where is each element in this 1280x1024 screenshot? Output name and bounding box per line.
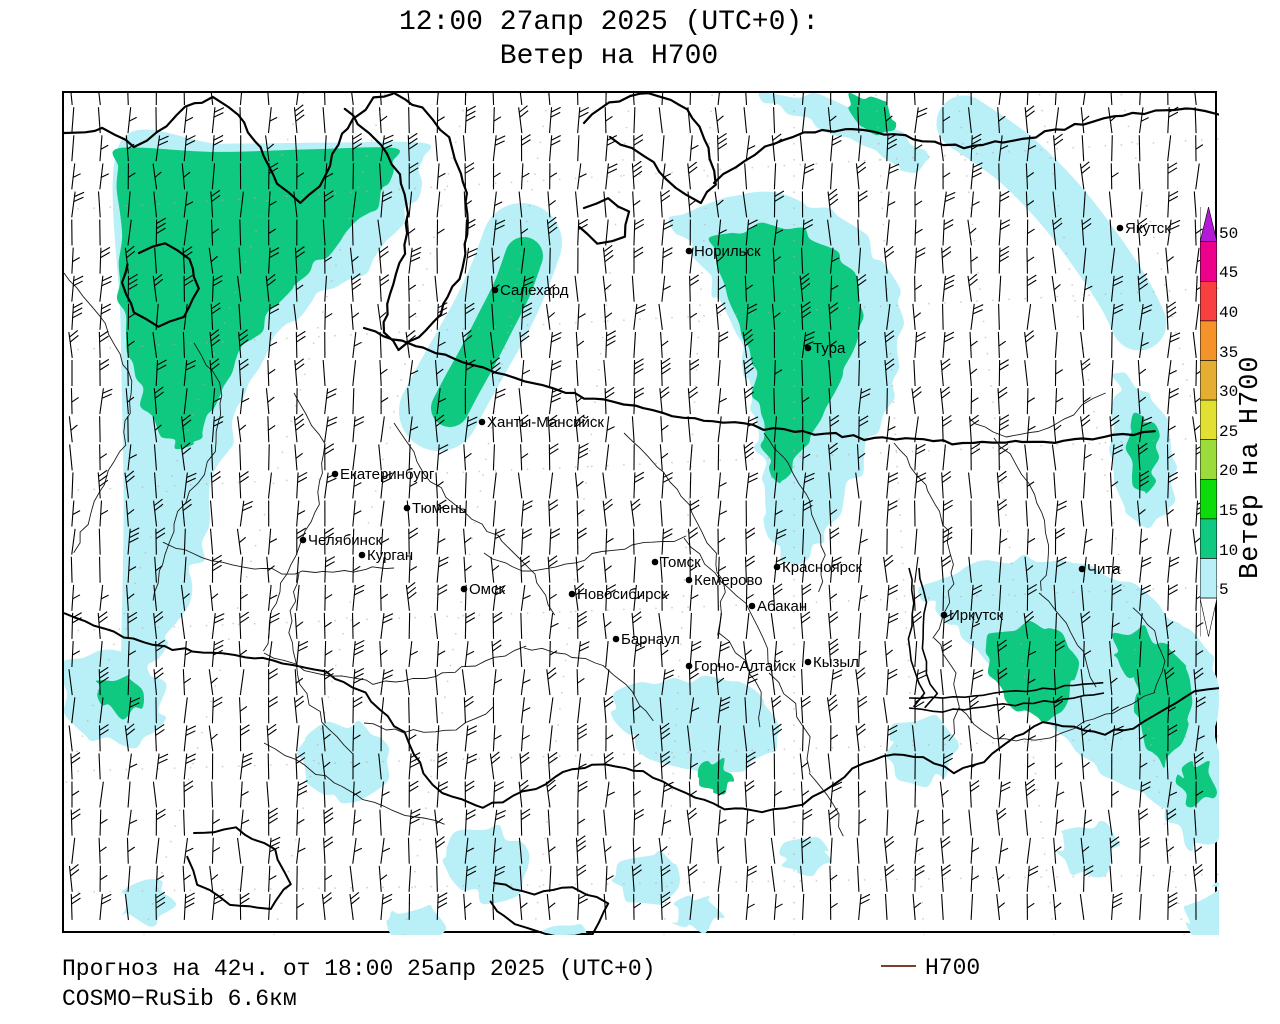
svg-text:Омск: Омск <box>469 581 505 598</box>
svg-text:H700: H700 <box>925 958 980 978</box>
svg-text:Тюмень: Тюмень <box>412 500 467 517</box>
svg-text:Якутск: Якутск <box>1125 220 1171 237</box>
svg-text:Чита: Чита <box>1087 561 1121 578</box>
svg-text:Томск: Томск <box>660 554 701 571</box>
svg-text:Тура: Тура <box>813 340 846 357</box>
svg-text:Екатеринбург: Екатеринбург <box>340 466 435 483</box>
svg-text:Кемерово: Кемерово <box>694 572 763 589</box>
svg-text:Барнаул: Барнаул <box>621 631 680 648</box>
svg-text:Норильск: Норильск <box>694 243 761 260</box>
svg-text:Новосибирск: Новосибирск <box>577 586 668 603</box>
svg-text:Горно-Алтайск: Горно-Алтайск <box>694 658 796 675</box>
svg-text:Кызыл: Кызыл <box>813 654 859 671</box>
svg-text:Салехард: Салехард <box>500 282 569 299</box>
svg-text:Абакан: Абакан <box>757 598 807 615</box>
svg-text:Курган: Курган <box>367 547 413 564</box>
svg-text:Красноярск: Красноярск <box>782 559 863 576</box>
svg-text:Иркутск: Иркутск <box>949 607 1004 624</box>
svg-text:Ханты-Мансийск: Ханты-Мансийск <box>487 414 604 431</box>
